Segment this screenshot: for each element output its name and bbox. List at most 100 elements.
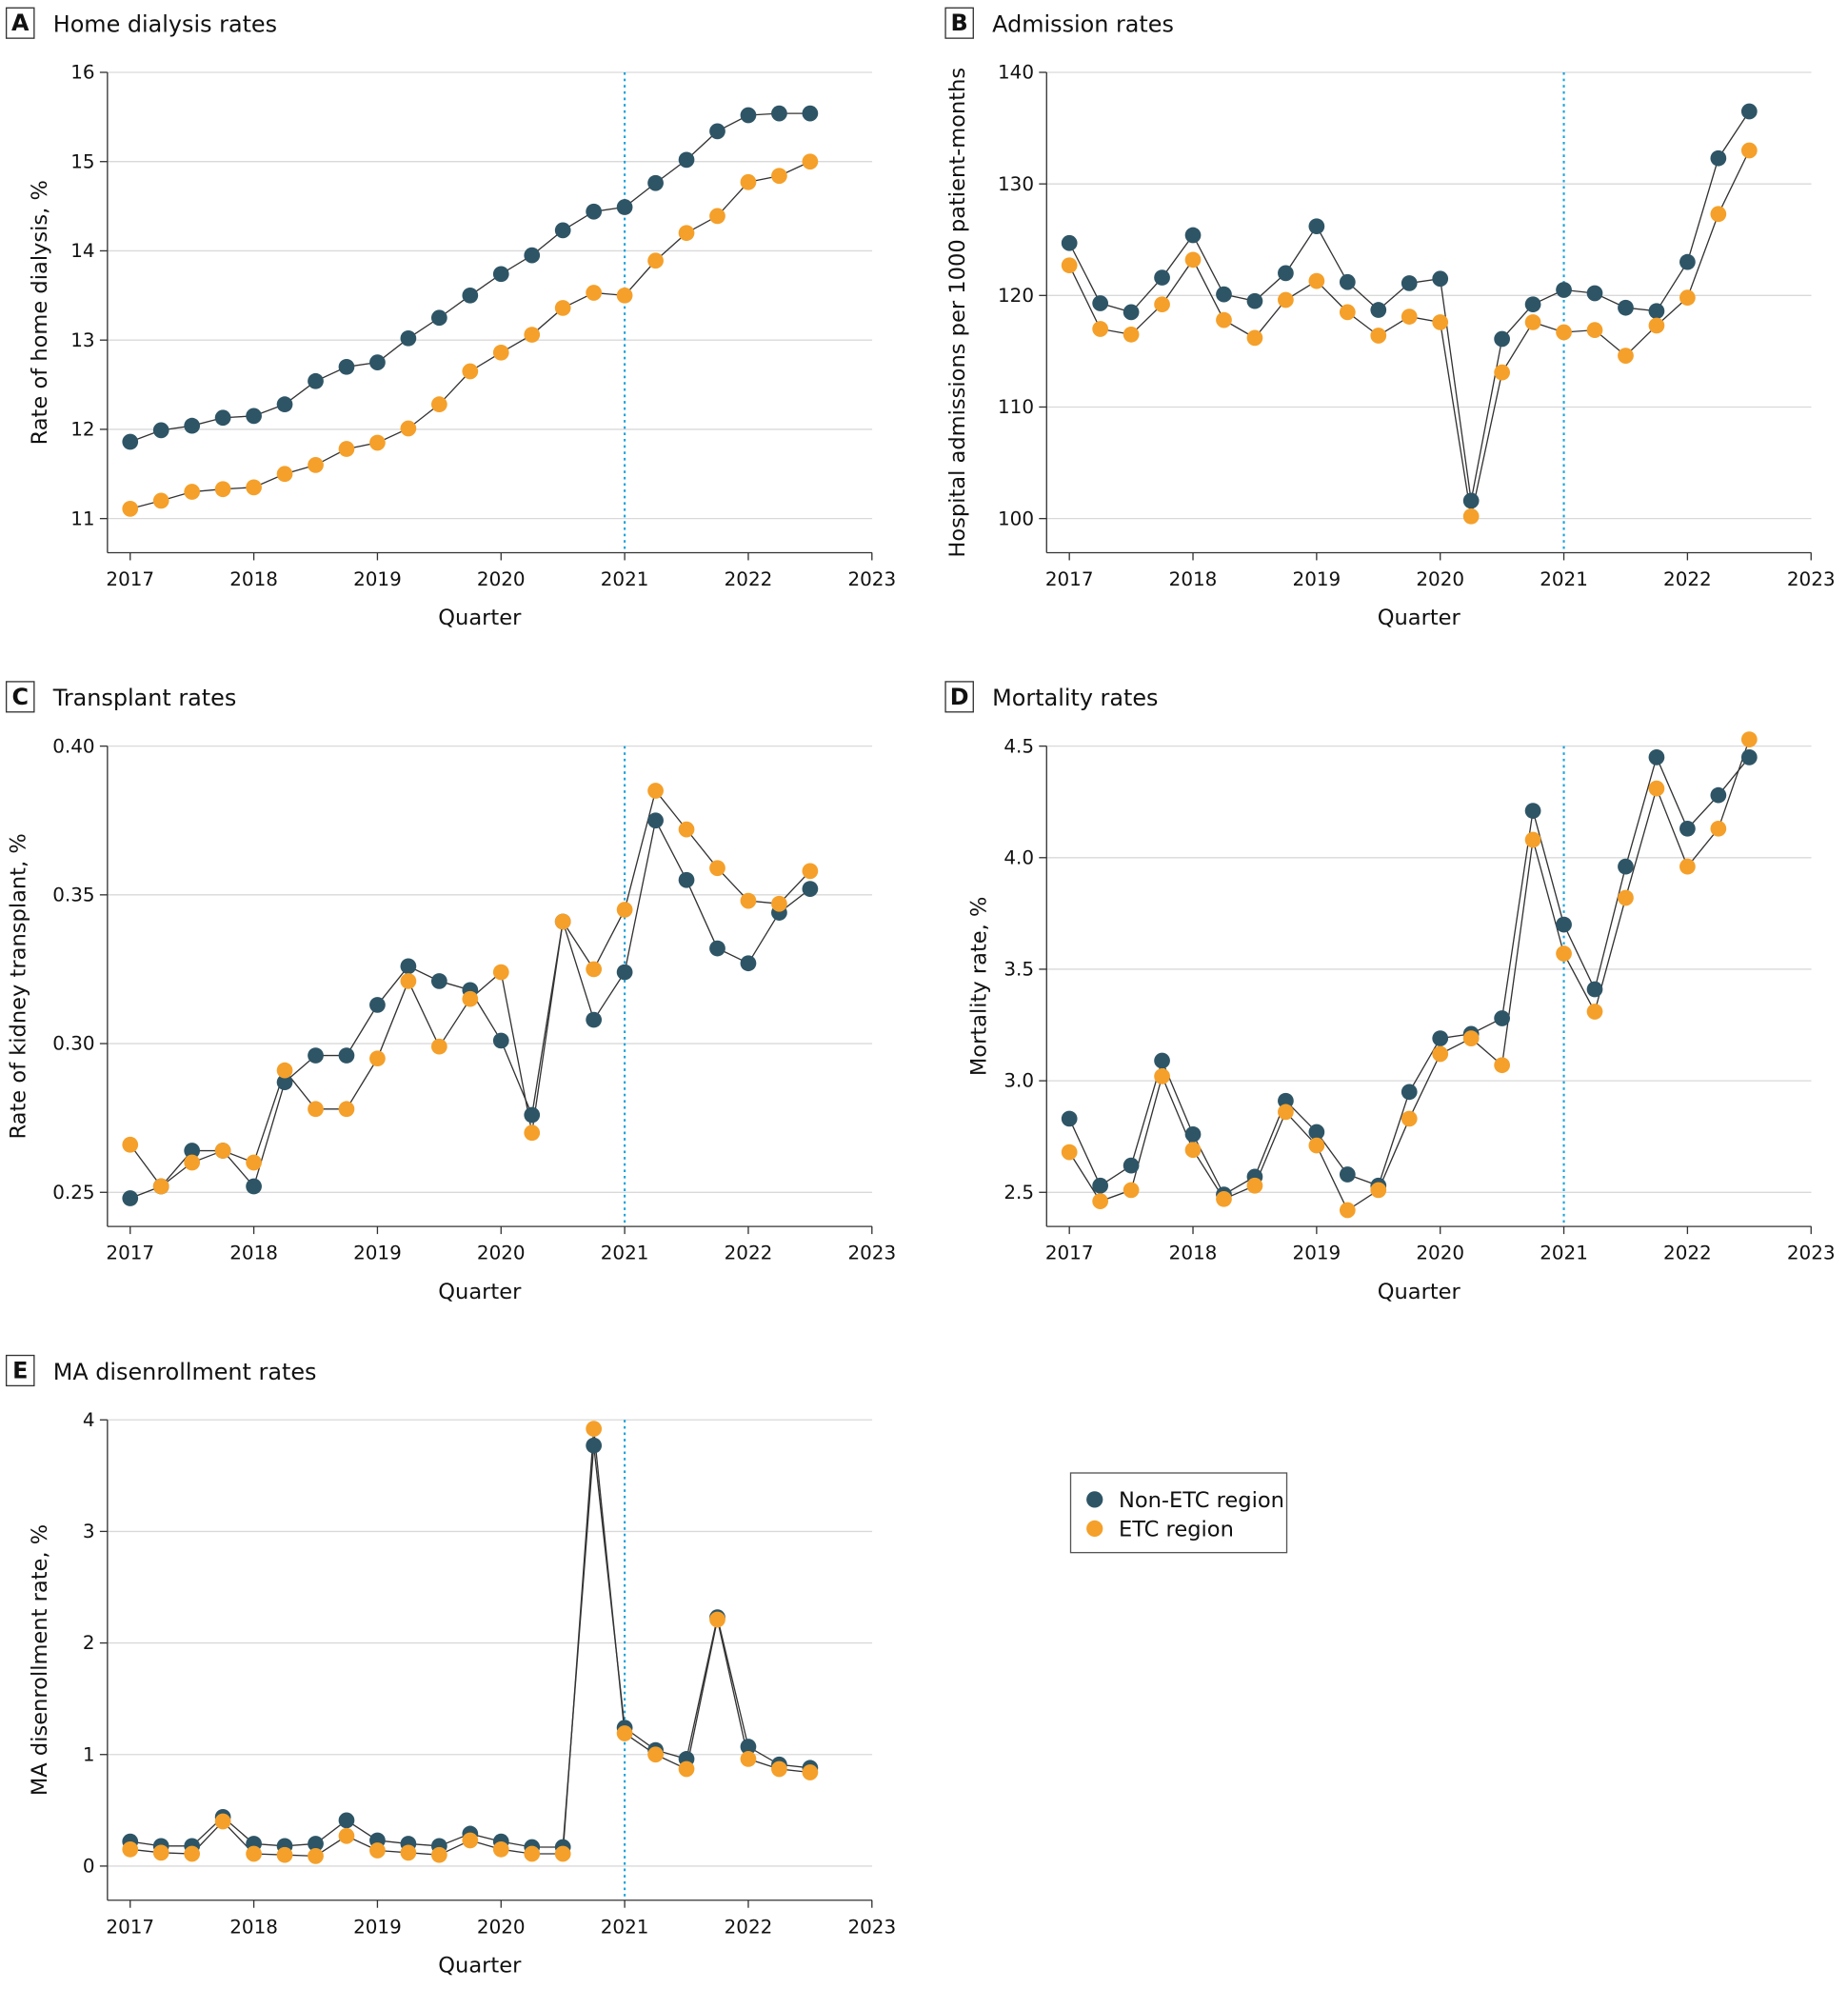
data-point-etc <box>1740 731 1758 747</box>
y-tick-label: 130 <box>998 173 1034 195</box>
legend-label-etc: ETC region <box>1119 1517 1234 1541</box>
x-tick-label: 2022 <box>1663 568 1712 590</box>
data-point-etc <box>1339 304 1356 321</box>
x-tick-label: 2018 <box>229 1916 278 1938</box>
y-tick-label: 15 <box>70 150 94 172</box>
x-tick-label: 2023 <box>847 568 896 590</box>
data-point-non-etc <box>1184 1125 1202 1143</box>
data-point-etc <box>1370 1182 1387 1199</box>
data-point-etc <box>1246 1177 1263 1194</box>
data-point-etc <box>122 1136 139 1153</box>
x-tick-label: 2018 <box>1169 1243 1218 1264</box>
y-tick-label: 14 <box>70 240 94 262</box>
x-tick-label: 2020 <box>1416 568 1464 590</box>
data-point-etc <box>771 895 787 912</box>
data-point-non-etc <box>586 203 603 220</box>
data-point-non-etc <box>1123 1157 1140 1174</box>
series-line-non-etc <box>129 112 810 443</box>
panel-a: A Home dialysis rates 11 12 13 14 15 16 2017 2018… <box>5 7 896 630</box>
panel-title: Admission rates <box>992 11 1174 38</box>
x-tick-label: 2017 <box>1045 1243 1094 1264</box>
y-tick-label: 100 <box>998 507 1034 529</box>
panel-letter: D <box>950 684 969 710</box>
data-point-non-etc <box>1154 269 1170 286</box>
data-point-etc <box>214 1143 231 1159</box>
y-tick-label: 0.35 <box>52 884 94 905</box>
data-point-etc <box>400 973 417 989</box>
data-point-etc <box>1679 858 1696 875</box>
data-point-non-etc <box>1679 253 1696 270</box>
data-point-etc <box>338 1101 355 1118</box>
data-point-etc <box>1401 308 1418 325</box>
data-point-etc <box>430 1038 447 1055</box>
data-point-etc <box>554 913 571 930</box>
data-point-etc <box>771 168 787 185</box>
x-tick-label: 2021 <box>601 1243 649 1264</box>
data-point-etc <box>430 396 447 413</box>
data-point-non-etc <box>740 955 757 972</box>
x-tick-label: 2021 <box>601 568 649 590</box>
data-point-etc <box>1432 314 1449 330</box>
data-point-etc <box>246 1845 262 1862</box>
x-axis-label: Quarter <box>438 606 522 630</box>
data-point-etc <box>1401 1110 1418 1127</box>
panel-c: C Transplant rates 0.25 0.30 0.35 0.40 2017 201… <box>5 681 896 1304</box>
series-line-non-etc <box>129 1445 810 1848</box>
y-tick-label: 12 <box>70 419 94 441</box>
data-point-non-etc <box>400 329 417 347</box>
data-point-non-etc <box>586 1437 603 1454</box>
x-tick-label: 2018 <box>1169 568 1218 590</box>
x-axis-label: Quarter <box>1378 606 1461 630</box>
x-tick-label: 2020 <box>477 568 526 590</box>
data-point-non-etc <box>1586 285 1603 302</box>
data-point-non-etc <box>1648 303 1665 320</box>
data-point-etc <box>1618 348 1634 364</box>
data-point-etc <box>122 500 139 517</box>
data-point-etc <box>524 1845 541 1862</box>
data-point-non-etc <box>1586 981 1603 998</box>
panel-letter: C <box>11 684 29 710</box>
data-point-etc <box>1061 1144 1078 1161</box>
data-point-non-etc <box>1278 265 1294 282</box>
data-point-non-etc <box>1401 275 1418 291</box>
panel-title: MA disenrollment rates <box>53 1359 317 1385</box>
x-tick-label: 2021 <box>1540 1243 1588 1264</box>
panel-letter: E <box>12 1357 28 1383</box>
data-point-etc <box>524 1124 541 1142</box>
data-point-non-etc <box>771 105 787 122</box>
data-point-non-etc <box>1494 1010 1510 1026</box>
data-point-etc <box>1308 272 1325 289</box>
data-point-etc <box>1278 291 1294 308</box>
panel-letter-box <box>5 681 35 713</box>
panel-letter-box <box>944 7 974 39</box>
x-tick-label: 2022 <box>1663 1243 1712 1264</box>
data-point-non-etc <box>369 354 386 370</box>
y-tick-label: 0.25 <box>52 1182 94 1203</box>
data-point-etc <box>1092 321 1109 337</box>
data-point-non-etc <box>524 1106 541 1124</box>
x-tick-label: 2021 <box>601 1916 649 1938</box>
data-point-etc <box>1648 317 1665 334</box>
data-point-non-etc <box>1524 296 1541 313</box>
legend-marker-etc <box>1086 1520 1103 1538</box>
data-point-non-etc <box>462 287 479 304</box>
data-point-etc <box>678 225 695 242</box>
data-point-non-etc <box>246 408 262 425</box>
data-point-non-etc <box>1679 820 1696 837</box>
panel-b: B Admission rates 100 110 120 130 140 2017 2018 2… <box>944 7 1836 630</box>
data-point-etc <box>1123 326 1140 343</box>
data-point-non-etc <box>1061 1110 1078 1127</box>
y-tick-label: 0.40 <box>52 735 94 757</box>
data-point-non-etc <box>184 417 201 434</box>
data-point-non-etc <box>338 358 355 375</box>
data-point-etc <box>740 1751 757 1767</box>
data-point-etc <box>1494 1057 1510 1074</box>
data-point-etc <box>308 1847 324 1864</box>
y-tick-label: 0 <box>83 1856 95 1878</box>
y-tick-label: 3.5 <box>1003 959 1034 981</box>
data-point-etc <box>1154 1068 1170 1084</box>
data-point-etc <box>276 1062 293 1079</box>
data-point-non-etc <box>1339 1166 1356 1183</box>
data-point-non-etc <box>1370 302 1387 318</box>
data-point-etc <box>246 1154 262 1171</box>
